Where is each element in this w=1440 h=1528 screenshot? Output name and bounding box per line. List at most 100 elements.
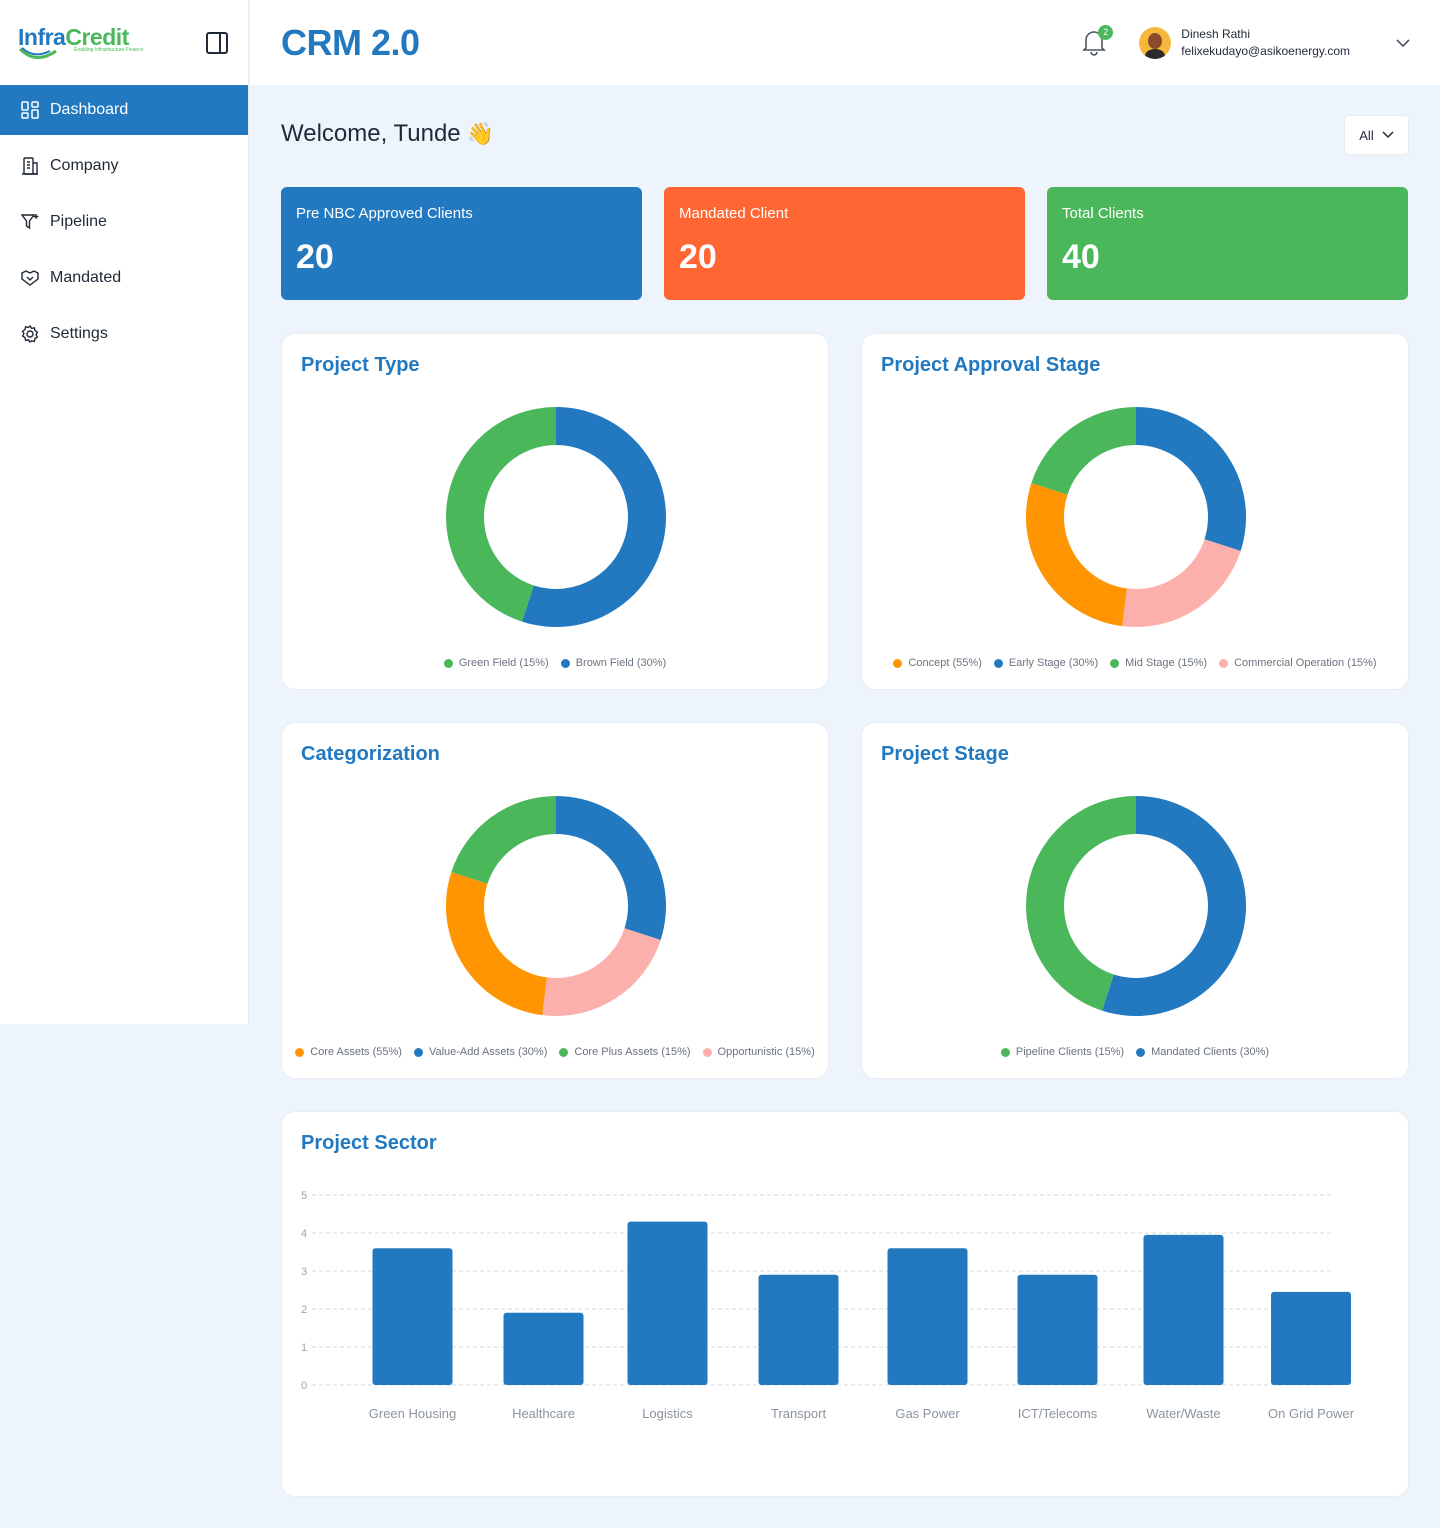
- donut-slice-opportunistic[interactable]: [542, 928, 661, 1016]
- donut-slice-mid-stage[interactable]: [1031, 407, 1136, 495]
- legend-label: Pipeline Clients (15%): [1015, 1046, 1125, 1058]
- legend-item-value-add-assets[interactable]: Value-Add Assets (30%): [413, 1046, 548, 1058]
- chevron-down-icon[interactable]: [1396, 38, 1410, 48]
- sidebar-nav: Dashboard Company Pipeline Mandated Sett…: [0, 85, 248, 359]
- infracredit-logo[interactable]: InfraCredit Enabling Infrastructure Fina…: [18, 25, 143, 61]
- y-tick-label: 5: [301, 1190, 307, 1202]
- sidebar-item-pipeline[interactable]: Pipeline: [0, 197, 248, 247]
- legend-label: Opportunistic (15%): [717, 1046, 815, 1058]
- legend-item-core-assets[interactable]: Core Assets (55%): [295, 1046, 402, 1058]
- x-tick-label: Gas Power: [895, 1406, 960, 1421]
- donut-slice-value-add-assets[interactable]: [556, 796, 666, 940]
- bar-ict-telecoms[interactable]: [1017, 1274, 1098, 1385]
- stat-card-mandated[interactable]: Mandated Client 20: [664, 187, 1025, 300]
- gear-icon: [20, 324, 40, 344]
- sidebar-item-dashboard[interactable]: Dashboard: [0, 85, 248, 135]
- stat-value: 20: [296, 238, 334, 276]
- user-email: felixekudayo@asikoenergy.com: [1181, 44, 1350, 58]
- bell-icon: [1082, 30, 1107, 56]
- legend-dot: [295, 1047, 305, 1057]
- bar-transport[interactable]: [758, 1274, 839, 1385]
- sidebar-toggle-icon[interactable]: [206, 31, 228, 54]
- sidebar: InfraCredit Enabling Infrastructure Fina…: [0, 0, 249, 1024]
- card-title: Project Type: [301, 354, 420, 376]
- legend-dot: [1110, 658, 1120, 668]
- legend-item-core-plus-assets[interactable]: Core Plus Assets (15%): [559, 1046, 691, 1058]
- legend-dot: [702, 1047, 712, 1057]
- logo-text-credit: Credit: [65, 23, 129, 50]
- legend-dot: [443, 658, 453, 668]
- bar-water-waste[interactable]: [1143, 1234, 1224, 1385]
- donut-slice-commercial-operation[interactable]: [1122, 539, 1241, 627]
- donut-slice-pipeline-clients[interactable]: [1026, 796, 1136, 1011]
- project-stage-card: Project Stage Pipeline Clients (15%) Mand…: [861, 722, 1409, 1079]
- project-type-donut: [446, 407, 667, 627]
- donut-slice-core-plus-assets[interactable]: [451, 796, 556, 884]
- avatar[interactable]: [1139, 26, 1172, 59]
- project-approval-stage-donut: [1026, 407, 1246, 627]
- waving-hand-icon: 👋: [466, 121, 495, 146]
- stat-value: 40: [1062, 238, 1100, 276]
- stat-card-total[interactable]: Total Clients 40: [1047, 187, 1408, 300]
- stat-label: Pre NBC Approved Clients: [296, 205, 473, 222]
- brand-bar: InfraCredit Enabling Infrastructure Fina…: [0, 0, 248, 85]
- user-info[interactable]: Dinesh Rathi felixekudayo@asikoenergy.co…: [1181, 27, 1350, 58]
- card-title: Project Approval Stage: [881, 354, 1101, 376]
- legend-item-commercial-operation[interactable]: Commercial Operation (15%): [1219, 657, 1377, 669]
- bar-on-grid-power[interactable]: [1271, 1291, 1351, 1385]
- donut-slice-core-assets[interactable]: [446, 872, 547, 1016]
- filter-select[interactable]: All: [1344, 115, 1409, 155]
- legend-dot: [1219, 658, 1229, 668]
- header-actions: 2 Dinesh Rathi felixekudayo@asikoenergy.…: [1081, 0, 1410, 85]
- legend-item-mid-stage[interactable]: Mid Stage (15%): [1110, 657, 1207, 669]
- donut-slice-concept[interactable]: [1026, 483, 1127, 627]
- legend-item-mandated-clients[interactable]: Mandated Clients (30%): [1136, 1046, 1269, 1058]
- y-tick-label: 2: [301, 1304, 307, 1316]
- donut-slice-green-field[interactable]: [446, 407, 556, 622]
- legend-item-pipeline-clients[interactable]: Pipeline Clients (15%): [1000, 1046, 1125, 1058]
- legend-item-opportunistic[interactable]: Opportunistic (15%): [702, 1046, 815, 1058]
- building-icon: [20, 156, 40, 176]
- legend-dot: [559, 1047, 569, 1057]
- legend-item-green-field[interactable]: Green Field (15%): [443, 657, 549, 669]
- legend-item-concept[interactable]: Concept (55%): [893, 657, 982, 669]
- y-tick-label: 1: [301, 1342, 307, 1354]
- bar-healthcare[interactable]: [503, 1312, 584, 1385]
- x-tick-label: Green Housing: [369, 1406, 456, 1421]
- dashboard-icon: [20, 100, 40, 120]
- sidebar-item-mandated[interactable]: Mandated: [0, 253, 248, 303]
- y-tick-label: 0: [301, 1380, 307, 1392]
- card-title: Project Stage: [881, 743, 1009, 765]
- sidebar-item-company[interactable]: Company: [0, 141, 248, 191]
- legend-label: Mid Stage (15%): [1125, 657, 1208, 669]
- donut-slice-mandated-clients[interactable]: [1102, 796, 1247, 1016]
- chart-legend: Green Field (15%) Brown Field (30%): [282, 657, 828, 669]
- chevron-down-icon: [1382, 131, 1394, 139]
- donut-slice-brown-field[interactable]: [522, 407, 667, 627]
- notifications-button[interactable]: 2: [1081, 24, 1114, 58]
- user-name: Dinesh Rathi: [1181, 27, 1250, 41]
- sidebar-item-label: Pipeline: [50, 213, 107, 230]
- legend-item-early-stage[interactable]: Early Stage (30%): [993, 657, 1098, 669]
- legend-dot: [1000, 1047, 1010, 1057]
- categorization-card: Categorization Core Assets (55%) Value-Ad…: [281, 722, 829, 1079]
- stat-label: Mandated Client: [679, 205, 789, 222]
- project-stage-donut: [1026, 796, 1247, 1016]
- logo-tagline: Enabling Infrastructure Finance: [74, 46, 144, 53]
- legend-label: Brown Field (30%): [575, 657, 667, 669]
- project-sector-bar-chart: 0 1 2 3 4 5 Green Housing Healthcare Logistics Tr…: [301, 1190, 1355, 1421]
- stat-card-pre-nbc[interactable]: Pre NBC Approved Clients 20: [281, 187, 642, 300]
- top-header: CRM 2.0 2 Dinesh Rathi felixekudayo@asik…: [250, 0, 1440, 85]
- bar-gas-power[interactable]: [887, 1248, 968, 1385]
- logo-swoosh-icon: [18, 46, 57, 59]
- sidebar-item-settings[interactable]: Settings: [0, 309, 248, 359]
- bar-logistics[interactable]: [627, 1221, 708, 1385]
- filter-value: All: [1359, 127, 1374, 143]
- legend-item-brown-field[interactable]: Brown Field (30%): [560, 657, 667, 669]
- sidebar-item-label: Mandated: [50, 269, 122, 286]
- donut-slice-early-stage[interactable]: [1136, 407, 1246, 551]
- funnel-icon: [20, 212, 40, 232]
- sidebar-item-label: Company: [50, 157, 119, 174]
- legend-label: Value-Add Assets (30%): [428, 1046, 548, 1058]
- bar-green-housing[interactable]: [372, 1248, 453, 1385]
